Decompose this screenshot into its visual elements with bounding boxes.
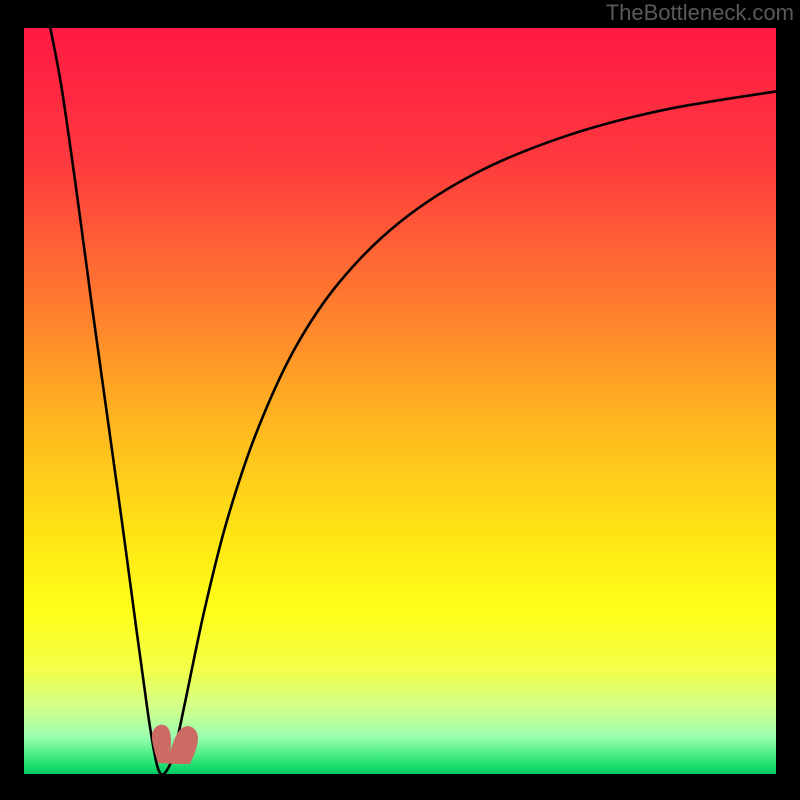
chart-gradient-background [24,28,776,774]
watermark-text: TheBottleneck.com [606,0,794,26]
bottleneck-chart [0,0,800,800]
chart-container: TheBottleneck.com [0,0,800,800]
